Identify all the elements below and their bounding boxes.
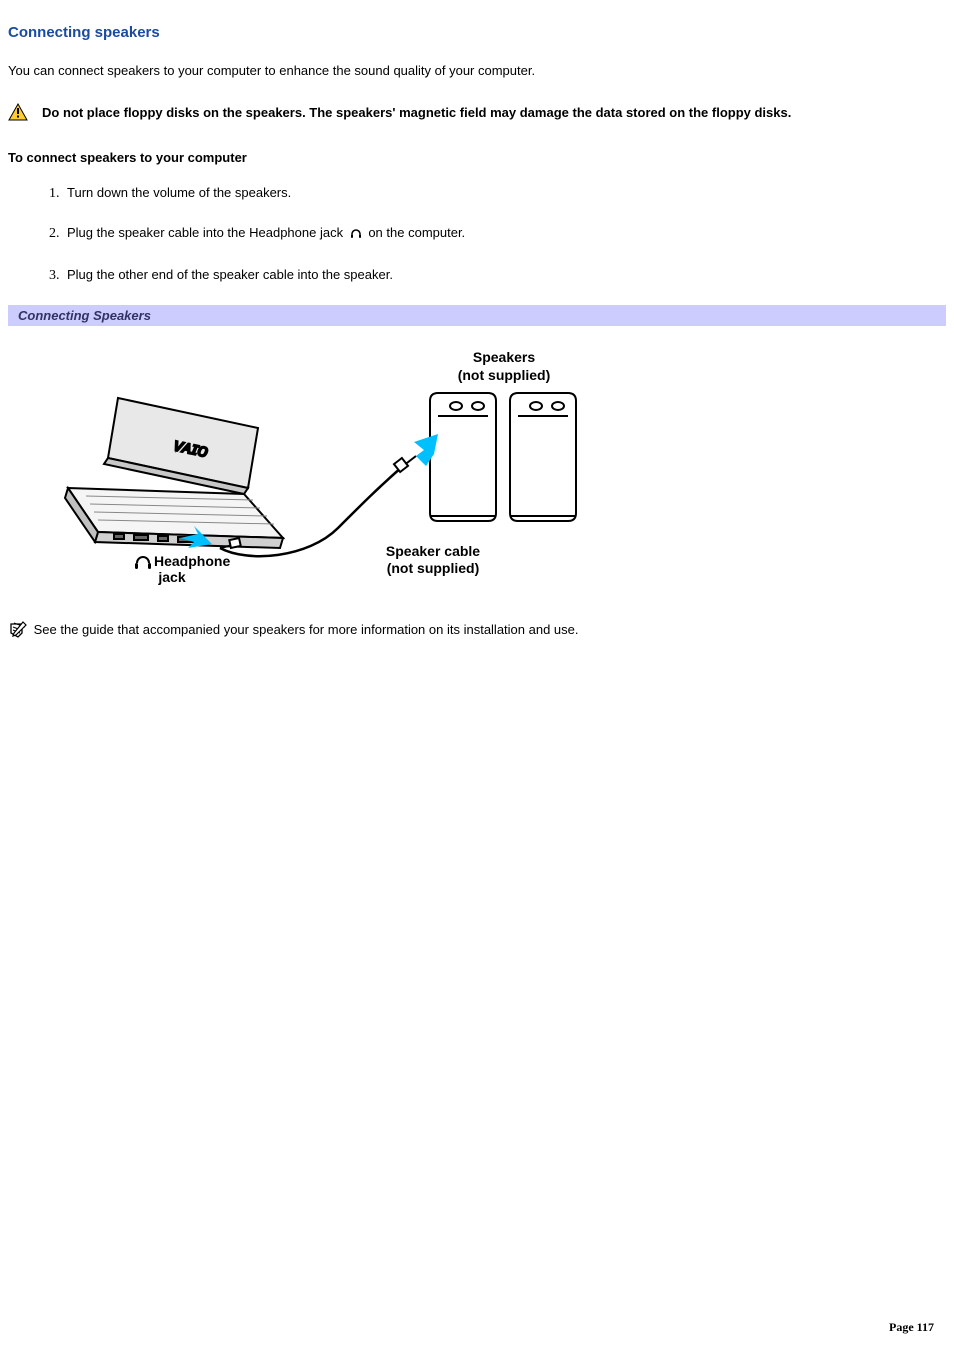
step-2: Plug the speaker cable into the Headphon… bbox=[63, 223, 946, 246]
page-title: Connecting speakers bbox=[8, 24, 946, 41]
subheading: To connect speakers to your computer bbox=[8, 150, 946, 165]
connection-diagram: Speakers (not supplied) bbox=[8, 338, 608, 588]
intro-text: You can connect speakers to your compute… bbox=[8, 61, 946, 81]
headphone-jack-symbol bbox=[135, 557, 151, 569]
label-speakers-2: (not supplied) bbox=[458, 367, 551, 383]
warning-block: Do not place floppy disks on the speaker… bbox=[8, 103, 946, 127]
figure-caption: Connecting Speakers bbox=[8, 305, 946, 326]
label-headphone-2: jack bbox=[157, 569, 185, 585]
label-cable-1: Speaker cable bbox=[386, 543, 480, 559]
laptop: ᴠᴀɪᴏ bbox=[65, 398, 283, 548]
label-speakers-1: Speakers bbox=[473, 349, 535, 365]
step-1: Turn down the volume of the speakers. bbox=[63, 183, 946, 203]
note-block: See the guide that accompanied your spea… bbox=[8, 620, 946, 645]
step-2-text-a: Plug the speaker cable into the Headphon… bbox=[67, 225, 347, 240]
warning-text: Do not place floppy disks on the speaker… bbox=[42, 105, 791, 120]
step-2-text-b: on the computer. bbox=[368, 225, 465, 240]
steps-list: Turn down the volume of the speakers. Pl… bbox=[8, 183, 946, 285]
left-speaker bbox=[430, 393, 496, 521]
page-container: Connecting speakers You can connect spea… bbox=[0, 0, 954, 1351]
right-speaker bbox=[510, 393, 576, 521]
step-3-text: Plug the other end of the speaker cable … bbox=[67, 267, 393, 282]
step-3: Plug the other end of the speaker cable … bbox=[63, 265, 946, 285]
label-cable-2: (not supplied) bbox=[387, 560, 480, 576]
headphone-icon bbox=[349, 226, 363, 246]
figure-area: Speakers (not supplied) bbox=[8, 332, 946, 616]
warning-icon bbox=[8, 103, 28, 127]
step-1-text: Turn down the volume of the speakers. bbox=[67, 185, 291, 200]
note-icon bbox=[8, 621, 28, 645]
page-number: Page 117 bbox=[889, 1320, 934, 1335]
note-text: See the guide that accompanied your spea… bbox=[34, 622, 579, 637]
label-headphone-1: Headphone bbox=[154, 553, 230, 569]
